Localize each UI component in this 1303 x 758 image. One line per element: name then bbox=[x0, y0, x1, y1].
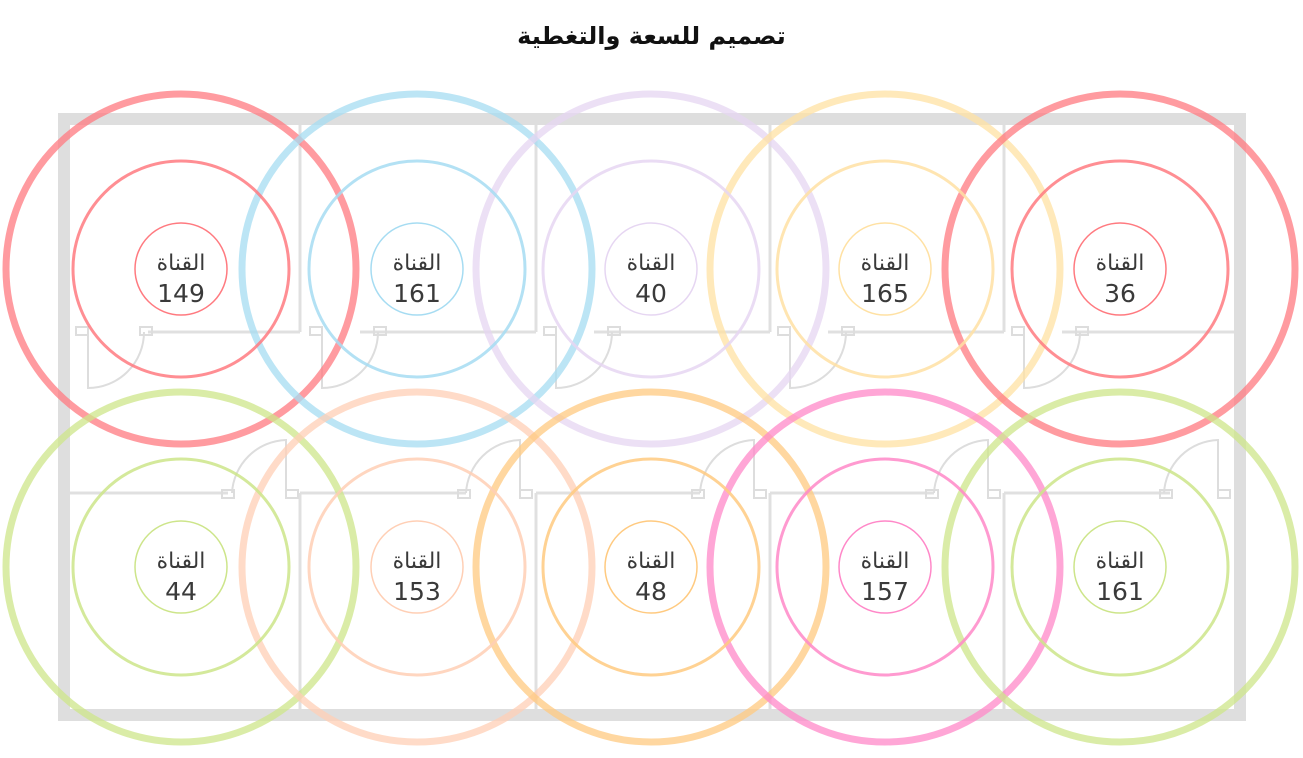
coverage-ring-outer bbox=[472, 90, 830, 448]
access-point-badge bbox=[370, 222, 464, 316]
coverage-ring-mid bbox=[541, 457, 761, 677]
coverage-ring-outer bbox=[238, 388, 596, 746]
access-point-badge bbox=[1073, 222, 1167, 316]
coverage-ring-outer bbox=[941, 90, 1299, 448]
channel-label: القناة bbox=[627, 549, 676, 574]
door-top-2 bbox=[309, 326, 387, 390]
channel-number: 157 bbox=[861, 577, 909, 606]
door-top-4 bbox=[777, 326, 855, 390]
door-bottom-5 bbox=[1159, 438, 1231, 499]
access-point[interactable]: القناة 40 bbox=[541, 159, 761, 379]
coverage-ring-outer bbox=[472, 388, 830, 746]
door-bottom-4 bbox=[925, 438, 1001, 499]
access-point[interactable]: القناة 161 bbox=[1010, 457, 1230, 677]
outer-rings bbox=[2, 90, 1299, 746]
coverage-ring-mid bbox=[71, 159, 291, 379]
coverage-ring-mid bbox=[307, 159, 527, 379]
channel-number: 161 bbox=[1096, 577, 1144, 606]
channel-label: القناة bbox=[1096, 549, 1145, 574]
coverage-ring-outer bbox=[2, 388, 360, 746]
access-point-badge bbox=[134, 520, 228, 614]
channel-number: 153 bbox=[393, 577, 441, 606]
access-point[interactable]: القناة 48 bbox=[541, 457, 761, 677]
access-point-badge bbox=[370, 520, 464, 614]
coverage-ring-outer bbox=[941, 388, 1299, 746]
diagram-title: تصميم للسعة والتغطية bbox=[517, 22, 786, 50]
building-outer-wall bbox=[58, 113, 1246, 721]
bottom-rooms bbox=[70, 491, 1170, 709]
door-bottom-3 bbox=[691, 438, 767, 499]
access-point[interactable]: القناة 44 bbox=[71, 457, 291, 677]
door-bottom-2 bbox=[457, 438, 533, 499]
coverage-ring-outer bbox=[238, 90, 596, 448]
channel-label: القناة bbox=[861, 251, 910, 276]
channel-number: 161 bbox=[393, 279, 441, 308]
access-point[interactable]: القناة 157 bbox=[775, 457, 995, 677]
coverage-ring-mid bbox=[775, 457, 995, 677]
coverage-ring-outer bbox=[2, 90, 360, 448]
channel-number: 36 bbox=[1104, 279, 1136, 308]
coverage-ring-mid bbox=[1010, 457, 1230, 677]
channel-label: القناة bbox=[157, 549, 206, 574]
doors bbox=[75, 326, 1231, 499]
coverage-ring-mid bbox=[541, 159, 761, 379]
access-point-badge bbox=[1073, 520, 1167, 614]
coverage-ring-outer bbox=[706, 90, 1064, 448]
access-point-badge bbox=[604, 222, 698, 316]
access-point[interactable]: القناة 165 bbox=[775, 159, 995, 379]
coverage-ring-mid bbox=[71, 457, 291, 677]
channel-number: 40 bbox=[635, 279, 667, 308]
coverage-ring-outer bbox=[706, 388, 1064, 746]
inner-rings: القناة149القناة161القناة40القناة165القنا… bbox=[71, 159, 1230, 677]
channel-label: القناة bbox=[627, 251, 676, 276]
top-rooms bbox=[148, 125, 1234, 334]
channel-label: القناة bbox=[393, 549, 442, 574]
access-point[interactable]: القناة 36 bbox=[1010, 159, 1230, 379]
access-point[interactable]: القناة 153 bbox=[307, 457, 527, 677]
access-point-badge bbox=[604, 520, 698, 614]
channel-label: القناة bbox=[157, 251, 206, 276]
access-point-badge bbox=[838, 222, 932, 316]
door-top-1 bbox=[75, 326, 153, 390]
coverage-ring-mid bbox=[775, 159, 995, 379]
channel-number: 165 bbox=[861, 279, 909, 308]
door-top-3 bbox=[543, 326, 621, 390]
door-bottom-1 bbox=[221, 438, 299, 499]
channel-number: 149 bbox=[157, 279, 205, 308]
access-point[interactable]: القناة 149 bbox=[71, 159, 291, 379]
channel-label: القناة bbox=[393, 251, 442, 276]
channel-number: 48 bbox=[635, 577, 667, 606]
access-point-badge bbox=[134, 222, 228, 316]
channel-label: القناة bbox=[1096, 251, 1145, 276]
access-point-badge bbox=[838, 520, 932, 614]
door-top-5 bbox=[1011, 326, 1089, 390]
channel-label: القناة bbox=[861, 549, 910, 574]
access-point[interactable]: القناة 161 bbox=[307, 159, 527, 379]
channel-number: 44 bbox=[165, 577, 197, 606]
access-points-layer: القناة149القناة161القناة40القناة165القنا… bbox=[2, 90, 1299, 746]
coverage-ring-mid bbox=[1010, 159, 1230, 379]
coverage-ring-mid bbox=[307, 457, 527, 677]
